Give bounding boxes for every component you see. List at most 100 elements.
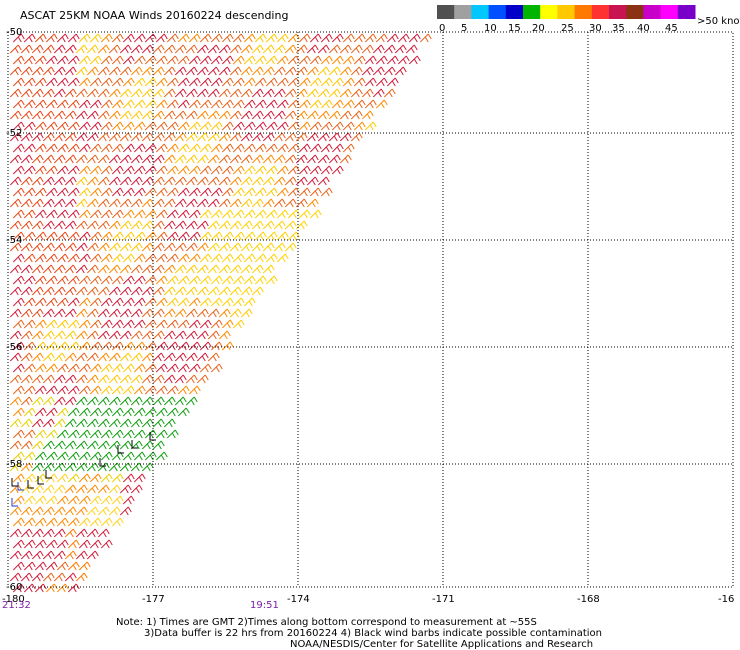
wind-barb xyxy=(317,154,330,164)
wind-barb xyxy=(243,297,256,307)
wind-barb xyxy=(111,165,124,175)
wind-barb xyxy=(42,176,55,186)
wind-barb xyxy=(75,66,88,76)
wind-barb xyxy=(185,352,198,362)
wind-barb xyxy=(218,176,231,186)
wind-barb xyxy=(229,308,242,318)
wind-barb xyxy=(188,297,201,307)
wind-barb xyxy=(221,99,234,109)
wind-barb xyxy=(177,253,190,263)
wind-barb xyxy=(89,99,102,109)
wind-barb xyxy=(188,341,201,351)
wind-barb xyxy=(298,55,311,65)
wind-barb xyxy=(122,319,135,329)
wind-barb xyxy=(23,561,36,571)
wind-barb xyxy=(108,462,121,472)
wind-barb xyxy=(130,352,143,362)
wind-barb xyxy=(196,330,209,340)
wind-barb xyxy=(185,396,198,406)
wind-barb xyxy=(23,341,36,351)
wind-barb xyxy=(45,561,58,571)
wind-barb xyxy=(144,253,157,263)
legend-label: 20 xyxy=(532,23,545,34)
wind-barb xyxy=(163,176,176,186)
wind-barb xyxy=(152,396,165,406)
wind-barb xyxy=(229,176,242,186)
wind-barb xyxy=(254,165,267,175)
wind-barb xyxy=(232,319,245,329)
wind-barb xyxy=(9,66,22,76)
wind-barb xyxy=(86,352,99,362)
wind-barb xyxy=(45,209,58,219)
wind-barb xyxy=(185,264,198,274)
wind-barb xyxy=(78,77,91,87)
wind-barb-contaminated xyxy=(45,470,52,479)
wind-barb xyxy=(108,330,121,340)
wind-barb xyxy=(152,242,165,252)
wind-barb xyxy=(122,143,135,153)
wind-barb xyxy=(100,319,113,329)
wind-barb xyxy=(23,33,36,43)
wind-barb xyxy=(229,198,242,208)
wind-barb xyxy=(141,374,154,384)
wind-barb xyxy=(276,143,289,153)
wind-barb xyxy=(9,44,22,54)
wind-barb xyxy=(265,253,278,263)
wind-barb xyxy=(67,253,80,263)
wind-barb xyxy=(309,209,322,219)
wind-barb xyxy=(67,143,80,153)
wind-barb xyxy=(119,154,132,164)
wind-barb xyxy=(144,429,157,439)
wind-barb xyxy=(229,220,242,230)
wind-barb xyxy=(199,187,212,197)
wind-barb xyxy=(45,517,58,527)
wind-barb xyxy=(111,517,124,527)
wind-barb xyxy=(97,154,110,164)
wind-barb xyxy=(342,55,355,65)
wind-barb xyxy=(221,143,234,153)
wind-barb xyxy=(9,550,22,560)
wind-barb xyxy=(133,231,146,241)
wind-barb xyxy=(339,44,352,54)
wind-barb xyxy=(42,66,55,76)
wind-barb xyxy=(141,242,154,252)
wind-barb xyxy=(108,242,121,252)
wind-barb xyxy=(185,110,198,120)
wind-barb xyxy=(240,44,253,54)
wind-barb xyxy=(31,352,44,362)
wind-barb xyxy=(20,264,33,274)
wind-barb xyxy=(86,374,99,384)
wind-barb xyxy=(31,176,44,186)
wind-barb xyxy=(64,572,77,582)
wind-barb xyxy=(12,231,25,241)
wind-barb xyxy=(119,242,132,252)
wind-barb xyxy=(23,539,36,549)
wind-barb xyxy=(232,143,245,153)
legend-swatch xyxy=(626,5,644,19)
wind-barb xyxy=(89,473,102,483)
wind-barb xyxy=(20,418,33,428)
wind-barb xyxy=(188,55,201,65)
wind-barb xyxy=(56,253,69,263)
wind-barb xyxy=(144,363,157,373)
wind-barb xyxy=(185,286,198,296)
wind-barb xyxy=(254,33,267,43)
map-title: ASCAT 25KM NOAA Winds 20160224 descendin… xyxy=(20,9,289,22)
wind-barb xyxy=(12,99,25,109)
wind-barb xyxy=(31,242,44,252)
wind-barb xyxy=(262,66,275,76)
wind-barb xyxy=(20,88,33,98)
wind-barb xyxy=(12,33,25,43)
wind-barb xyxy=(34,385,47,395)
wind-barb xyxy=(144,121,157,131)
wind-barb xyxy=(276,231,289,241)
wind-barb xyxy=(199,55,212,65)
wind-barb xyxy=(108,44,121,54)
wind-barb xyxy=(100,363,113,373)
wind-barb xyxy=(20,352,33,362)
wind-barb xyxy=(221,165,234,175)
wind-barb xyxy=(265,209,278,219)
wind-barb xyxy=(166,407,179,417)
wind-barb xyxy=(23,121,36,131)
legend-label: 40 xyxy=(637,23,650,34)
